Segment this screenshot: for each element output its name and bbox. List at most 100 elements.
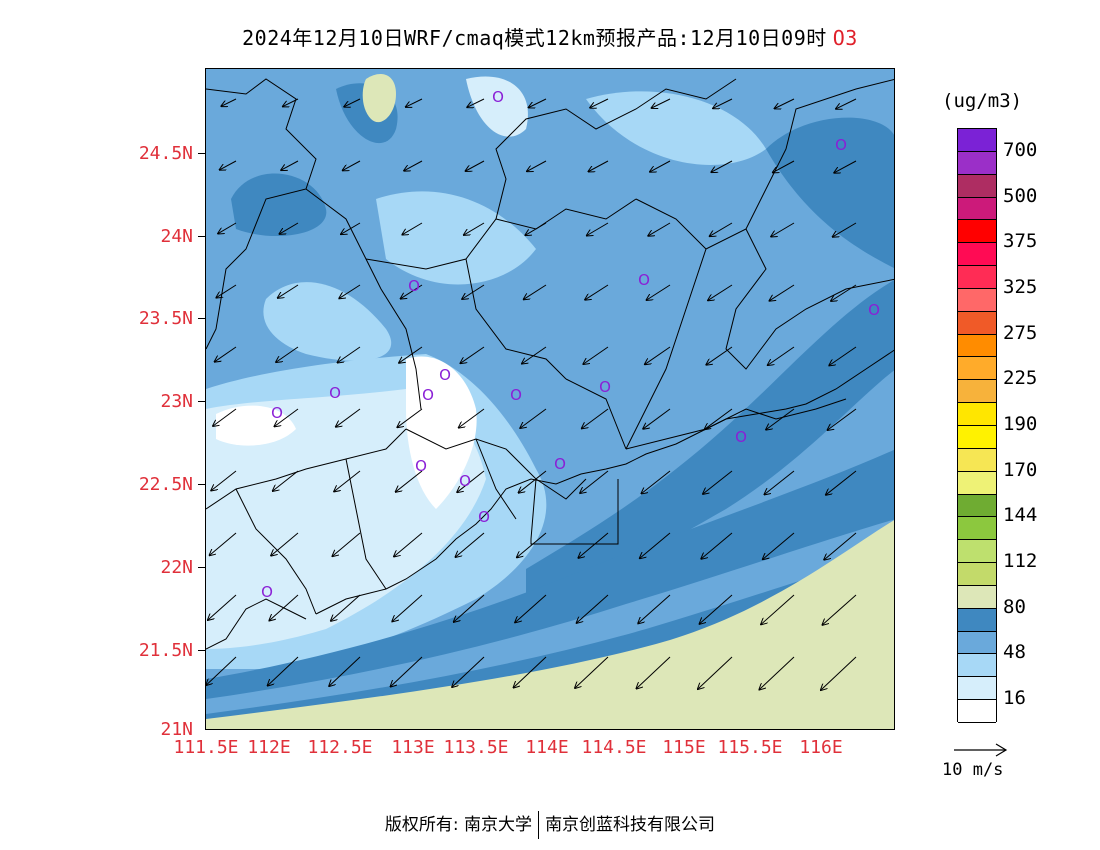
colorbar-swatch xyxy=(958,357,996,381)
wind-arrow xyxy=(833,222,857,237)
ozone-contour-64 xyxy=(231,173,327,237)
wind-vectors xyxy=(206,98,857,690)
colorbar-swatch xyxy=(958,197,996,221)
wind-arrow xyxy=(650,160,671,172)
ozone-contour-32 xyxy=(263,282,392,361)
lat-tick xyxy=(198,401,205,402)
lon-tick-label: 115E xyxy=(662,737,706,758)
wind-arrow xyxy=(339,284,361,298)
wind-arrow xyxy=(590,98,609,108)
wind-arrow xyxy=(391,656,423,687)
wind-arrow xyxy=(467,98,485,107)
station-marker: O xyxy=(510,386,522,404)
colorbar-swatch xyxy=(958,471,996,495)
wind-arrow xyxy=(404,160,423,171)
wind-arrow xyxy=(640,532,671,558)
lat-tick xyxy=(198,318,205,319)
lat-tick-label: 21.5N xyxy=(138,640,193,661)
colorbar-swatch xyxy=(958,700,996,723)
wind-arrow xyxy=(268,656,299,686)
colorbar-swatch xyxy=(958,129,996,152)
wind-arrow xyxy=(334,470,361,491)
wind-arrow xyxy=(525,222,547,235)
wind-arrow xyxy=(826,470,857,495)
lat-tick-label: 23N xyxy=(160,391,193,412)
colorbar-swatch xyxy=(958,174,996,198)
colorbar-label: 325 xyxy=(1003,275,1038,298)
colorbar-swatch xyxy=(958,425,996,449)
station-marker: O xyxy=(408,277,420,295)
colorbar-swatch xyxy=(958,266,996,289)
copyright-text: 版权所有: 南京大学 xyxy=(384,815,533,835)
wind-arrow xyxy=(456,532,485,557)
wind-arrow xyxy=(280,222,299,234)
colorbar-label: 170 xyxy=(1003,458,1038,481)
wind-arrow xyxy=(713,98,733,108)
wind-arrow xyxy=(520,408,547,428)
station-marker: O xyxy=(439,366,451,384)
wind-arrow xyxy=(281,160,299,170)
wind-arrow xyxy=(529,98,547,108)
ozone-contour-64 xyxy=(766,117,894,268)
lon-tick-label: 113.5E xyxy=(443,737,509,758)
ozone-contour-32 xyxy=(586,91,766,165)
station-marker: O xyxy=(835,136,847,154)
lat-tick-label: 22N xyxy=(160,557,193,578)
lon-tick-label: 112E xyxy=(247,737,291,758)
colorbar-swatch xyxy=(958,677,996,701)
wind-arrow xyxy=(645,346,671,364)
reference-vector-arrow xyxy=(954,743,1008,757)
colorbar-swatch xyxy=(958,494,996,518)
wind-arrow xyxy=(585,284,609,300)
wind-arrow xyxy=(271,532,299,556)
colorbar-swatch xyxy=(958,288,996,312)
wind-arrow xyxy=(210,532,237,555)
wind-arrow xyxy=(221,98,237,106)
wind-arrow xyxy=(338,346,361,363)
wind-arrow xyxy=(775,98,795,109)
wind-arrow xyxy=(514,656,547,688)
wind-arrow xyxy=(701,532,733,559)
wind-arrow xyxy=(275,408,299,426)
wind-arrow xyxy=(766,408,795,430)
wind-arrow xyxy=(768,346,795,365)
ozone-contour-0 xyxy=(406,356,477,509)
ozone-contour-16 xyxy=(466,76,528,137)
lon-tick-label: 114E xyxy=(525,737,569,758)
station-marker: O xyxy=(554,455,566,473)
colorbar-label: 80 xyxy=(1003,595,1026,618)
colorbar-label: 225 xyxy=(1003,367,1038,390)
wind-arrow xyxy=(821,656,857,690)
company-text: 南京创蓝科技有限公司 xyxy=(545,815,716,835)
wind-arrow xyxy=(515,594,547,622)
wind-arrow xyxy=(761,594,795,624)
wind-arrow xyxy=(773,160,795,172)
reference-vector-label: 10 m/s xyxy=(942,760,1004,780)
wind-arrow xyxy=(402,222,423,235)
wind-arrow xyxy=(638,594,671,623)
units-label: (ug/m3) xyxy=(942,90,1023,112)
wind-arrow xyxy=(344,98,361,107)
wind-arrow xyxy=(710,222,733,236)
colorbar-swatch xyxy=(958,563,996,586)
colorbar-label: 375 xyxy=(1003,230,1038,253)
wind-arrow xyxy=(706,346,733,365)
ozone-contour-0 xyxy=(216,405,296,446)
ozone-contour-32 xyxy=(376,191,536,285)
lon-tick-label: 112.5E xyxy=(307,737,373,758)
colorbar-swatch xyxy=(958,540,996,564)
wind-arrow xyxy=(700,594,733,624)
colorbar-label: 700 xyxy=(1003,138,1038,161)
wind-arrow xyxy=(457,470,485,492)
wind-arrow xyxy=(578,532,609,558)
wind-arrow xyxy=(399,346,423,363)
wind-arrow xyxy=(759,656,795,690)
lon-tick-label: 115.5E xyxy=(717,737,783,758)
station-marker: O xyxy=(735,428,747,446)
wind-arrow xyxy=(394,532,423,557)
wind-arrow xyxy=(652,98,671,108)
station-marker: O xyxy=(422,386,434,404)
wind-arrow xyxy=(834,160,857,173)
